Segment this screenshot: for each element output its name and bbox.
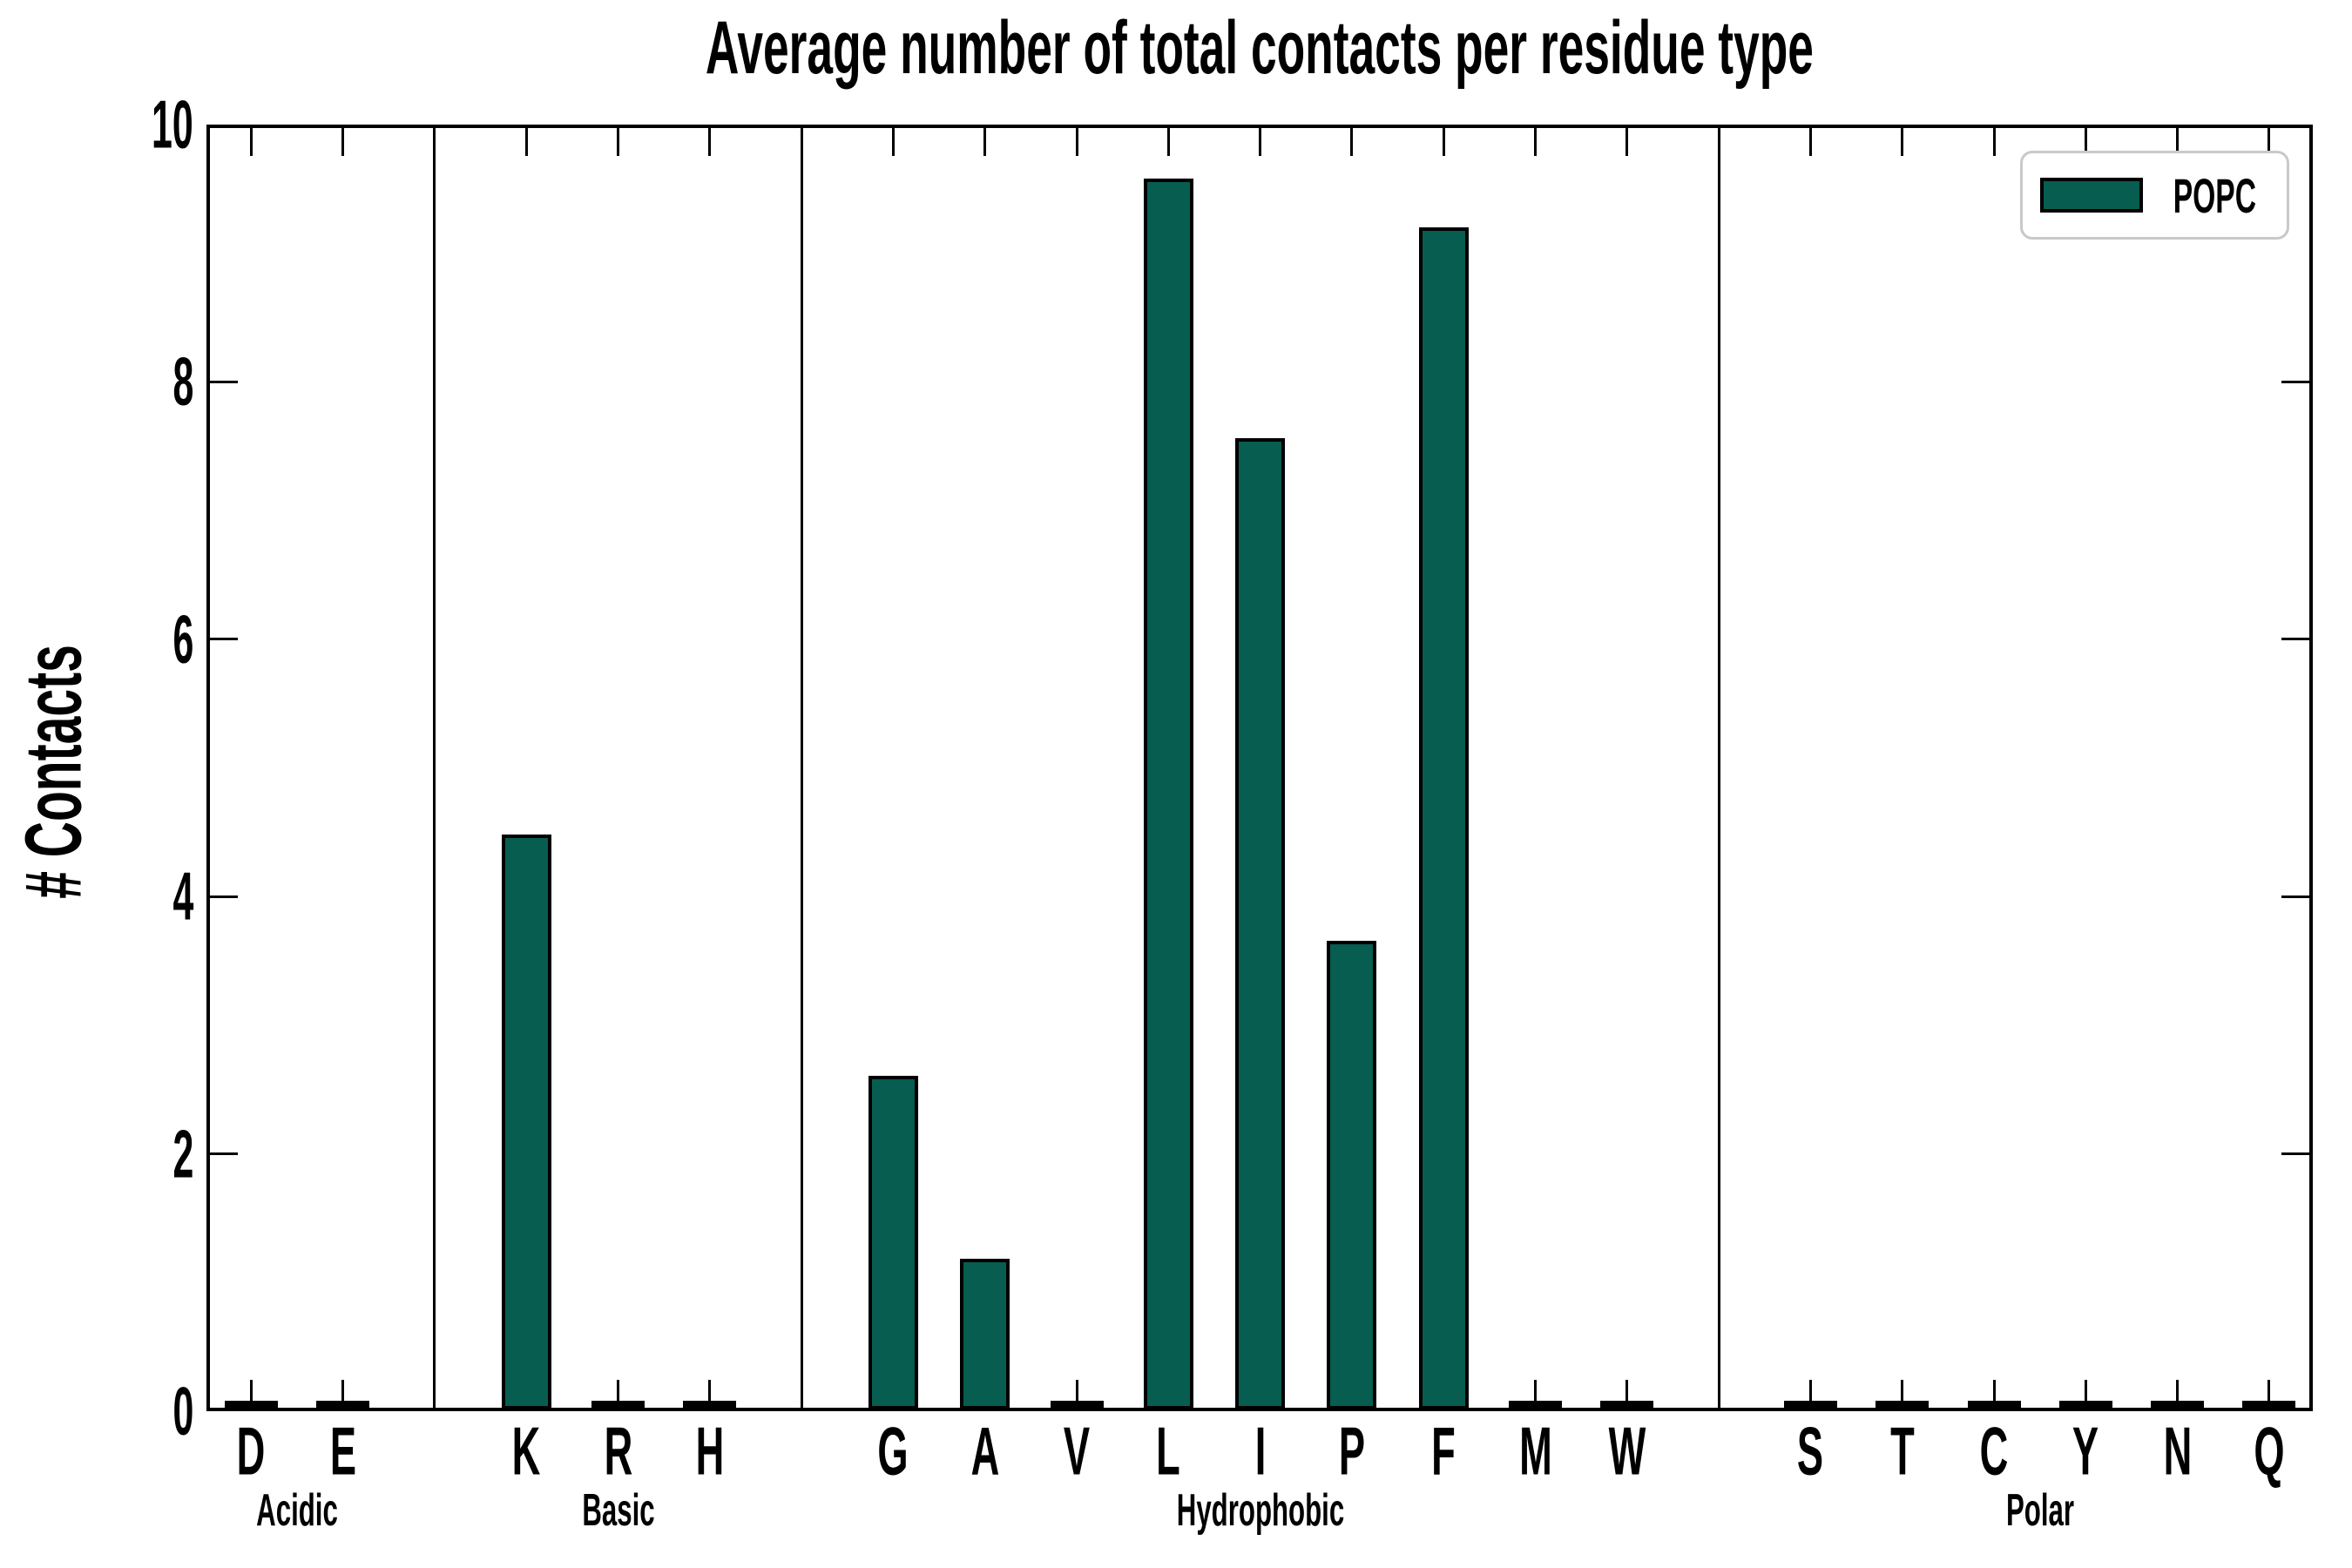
x-tick-label-text: M <box>1518 1412 1552 1490</box>
x-tick-label-text: E <box>329 1412 356 1490</box>
x-tick-label-text: T <box>1889 1412 1915 1490</box>
x-tick-label-text: F <box>1431 1412 1456 1490</box>
y-tick-label-text: 8 <box>172 342 193 420</box>
x-tick-label-H: H <box>686 1412 734 1491</box>
y-tick-label-text: 2 <box>172 1115 193 1193</box>
y-axis-label-text: # Contacts <box>9 645 98 899</box>
group-label-text: Basic <box>581 1485 655 1536</box>
x-tick-label-text: S <box>1797 1412 1824 1490</box>
x-tick-label-text: V <box>1063 1412 1091 1490</box>
x-tick-label-text: A <box>970 1412 1000 1490</box>
y-axis-label: # Contacts <box>9 567 100 977</box>
group-label-text: Acidic <box>256 1485 338 1536</box>
x-tick-label-text: Y <box>2072 1412 2099 1490</box>
x-tick-label-M: M <box>1507 1412 1564 1491</box>
x-tick-label-text: Q <box>2254 1412 2285 1490</box>
y-tick-label: 8 <box>0 342 193 422</box>
x-tick-label-S: S <box>1788 1412 1833 1491</box>
y-tick-label: 0 <box>0 1372 193 1451</box>
y-tick-label-text: 4 <box>172 857 193 935</box>
y-tick-label-text: 0 <box>172 1372 193 1450</box>
x-tick-label-E: E <box>321 1412 366 1491</box>
legend: POPC <box>2020 151 2289 240</box>
x-tick-label-T: T <box>1882 1412 1923 1491</box>
x-tick-label-V: V <box>1054 1412 1099 1491</box>
x-tick-label-text: R <box>604 1412 632 1490</box>
x-tick-label-Y: Y <box>2063 1412 2108 1491</box>
x-tick-label-text: C <box>1979 1412 2009 1490</box>
group-label-hydrophobic: Hydrophobic <box>1120 1484 1400 1537</box>
x-tick-label-text: G <box>877 1412 909 1490</box>
x-tick-label-P: P <box>1329 1412 1375 1491</box>
x-tick-label-text: W <box>1608 1412 1646 1490</box>
group-label-text: Polar <box>2005 1485 2074 1536</box>
plot-area <box>206 125 2313 1411</box>
group-label-text: Hydrophobic <box>1176 1485 1344 1536</box>
chart-title: Average number of total contacts per res… <box>206 5 2313 91</box>
x-tick-label-L: L <box>1147 1412 1189 1491</box>
x-tick-label-D: D <box>226 1412 275 1491</box>
legend-swatch-popc <box>2040 178 2143 213</box>
legend-label-text: POPC <box>2173 167 2257 223</box>
x-tick-label-G: G <box>867 1412 920 1491</box>
y-tick-label: 2 <box>0 1114 193 1193</box>
y-tick-label-text: 6 <box>172 600 193 678</box>
x-tick-label-I: I <box>1251 1412 1270 1491</box>
y-tick-label-text: 10 <box>152 85 193 163</box>
x-tick-label-Q: Q <box>2243 1412 2296 1491</box>
x-tick-label-text: N <box>2163 1412 2192 1490</box>
x-tick-label-W: W <box>1595 1412 1659 1491</box>
group-label-basic: Basic <box>558 1484 679 1537</box>
x-tick-label-C: C <box>1970 1412 2018 1491</box>
chart-title-text: Average number of total contacts per res… <box>705 6 1815 90</box>
legend-label: POPC <box>2143 167 2287 224</box>
y-tick-label: 10 <box>0 85 193 165</box>
x-tick-label-text: I <box>1254 1412 1266 1490</box>
x-tick-label-N: N <box>2153 1412 2201 1491</box>
x-tick-label-text: P <box>1338 1412 1365 1490</box>
x-tick-label-text: K <box>511 1412 541 1490</box>
x-tick-label-text: D <box>236 1412 266 1490</box>
x-tick-label-A: A <box>961 1412 1010 1491</box>
x-tick-label-R: R <box>593 1412 642 1491</box>
x-tick-label-text: H <box>695 1412 725 1490</box>
group-label-acidic: Acidic <box>229 1484 365 1537</box>
group-label-polar: Polar <box>1984 1484 2097 1537</box>
x-tick-label-text: L <box>1156 1412 1181 1490</box>
x-tick-label-K: K <box>502 1412 551 1491</box>
x-tick-label-F: F <box>1423 1412 1464 1491</box>
